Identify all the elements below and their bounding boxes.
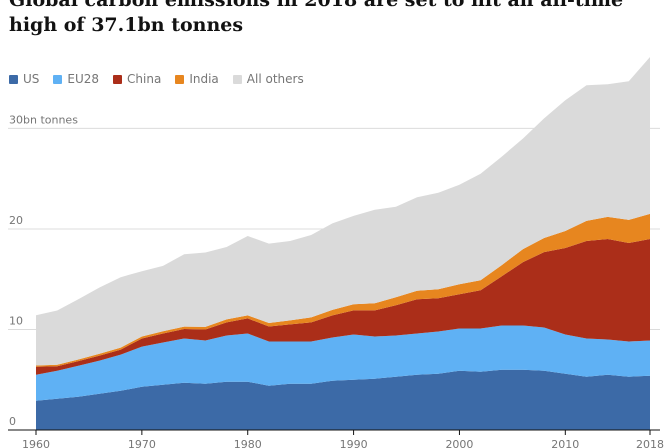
legend-item-china: China bbox=[113, 72, 161, 86]
area-layer bbox=[36, 57, 650, 430]
area-eu28 bbox=[36, 325, 650, 401]
x-tick-label-1990: 1990 bbox=[340, 438, 368, 448]
legend: US EU28 China India All others bbox=[9, 72, 304, 86]
x-tick-label-2000: 2000 bbox=[445, 438, 473, 448]
x-tick-label-2010: 2010 bbox=[551, 438, 579, 448]
x-tick-label-2018: 2018 bbox=[636, 438, 664, 448]
legend-swatch-eu28 bbox=[53, 74, 63, 84]
y-tick-label-30: 30bn tonnes bbox=[9, 113, 78, 126]
axis-layer: 0 10 20 30bn tonnes 1960 1970 1980 1990 2000 2010… bbox=[8, 113, 664, 448]
y-tick-label-20: 20 bbox=[9, 214, 23, 227]
x-tick-label-1980: 1980 bbox=[234, 438, 262, 448]
area-us bbox=[36, 369, 650, 430]
legend-swatch-us bbox=[9, 74, 18, 84]
area-china bbox=[36, 239, 650, 375]
legend-label-india: India bbox=[189, 72, 219, 86]
legend-item-all-others: All others bbox=[232, 72, 304, 86]
area-all-others bbox=[36, 57, 650, 366]
legend-label-us: US bbox=[23, 72, 40, 86]
x-tick-label-1960: 1960 bbox=[22, 438, 50, 448]
y-tick-label-0: 0 bbox=[9, 415, 16, 428]
legend-item-us: US bbox=[9, 72, 39, 86]
legend-item-eu28: EU28 bbox=[53, 72, 99, 86]
x-tick-label-1970: 1970 bbox=[128, 438, 156, 448]
legend-swatch-india bbox=[175, 74, 185, 84]
legend-swatch-china bbox=[113, 74, 123, 84]
legend-label-eu28: EU28 bbox=[67, 72, 100, 86]
legend-label-china: China bbox=[127, 72, 162, 86]
chart-title: Global carbon emissions in 2018 are set … bbox=[9, 0, 624, 36]
y-tick-label-10: 10 bbox=[9, 314, 23, 327]
legend-item-india: India bbox=[175, 72, 219, 86]
legend-swatch-all-others bbox=[232, 74, 242, 84]
legend-label-all-others: All others bbox=[246, 72, 304, 86]
area-india bbox=[36, 213, 650, 367]
